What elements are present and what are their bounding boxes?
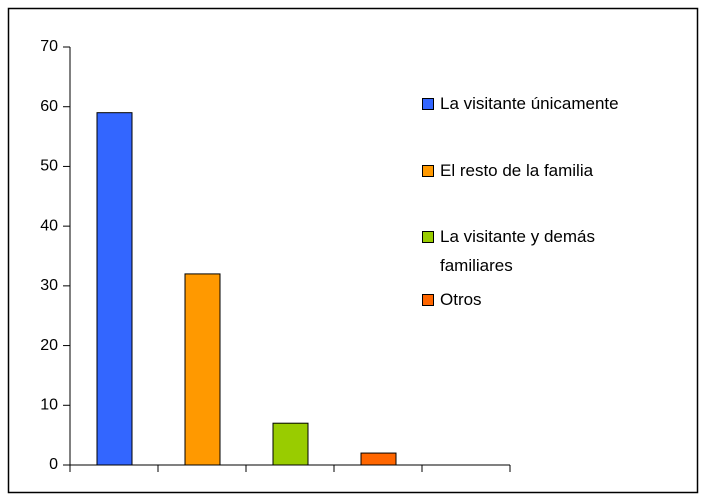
y-tick-label: 50 [40,158,58,175]
legend-item: La visitante y demás familiares [422,222,620,280]
legend-item: Otros [422,285,620,314]
y-tick-label: 40 [40,217,58,234]
bar [96,112,133,466]
y-tick-label: 30 [40,277,58,294]
legend-label: La visitante únicamente [440,94,619,113]
y-tick-label: 60 [40,98,58,115]
legend-item: El resto de la familia [422,156,620,185]
y-tick-label: 20 [40,337,58,354]
bar [184,273,221,466]
y-tick-label: 10 [40,397,58,414]
y-tick-label: 70 [40,38,58,55]
legend-swatch [422,231,434,243]
legend-swatch [422,98,434,110]
legend-label: Otros [440,290,482,309]
legend-swatch [422,294,434,306]
legend-label: El resto de la familia [440,161,594,180]
y-tick-label: 0 [49,456,58,473]
bar [360,452,397,466]
bar [272,422,309,466]
legend-label: La visitante y demás familiares [440,227,595,275]
legend-swatch [422,165,434,177]
legend-item: La visitante únicamente [422,89,620,118]
